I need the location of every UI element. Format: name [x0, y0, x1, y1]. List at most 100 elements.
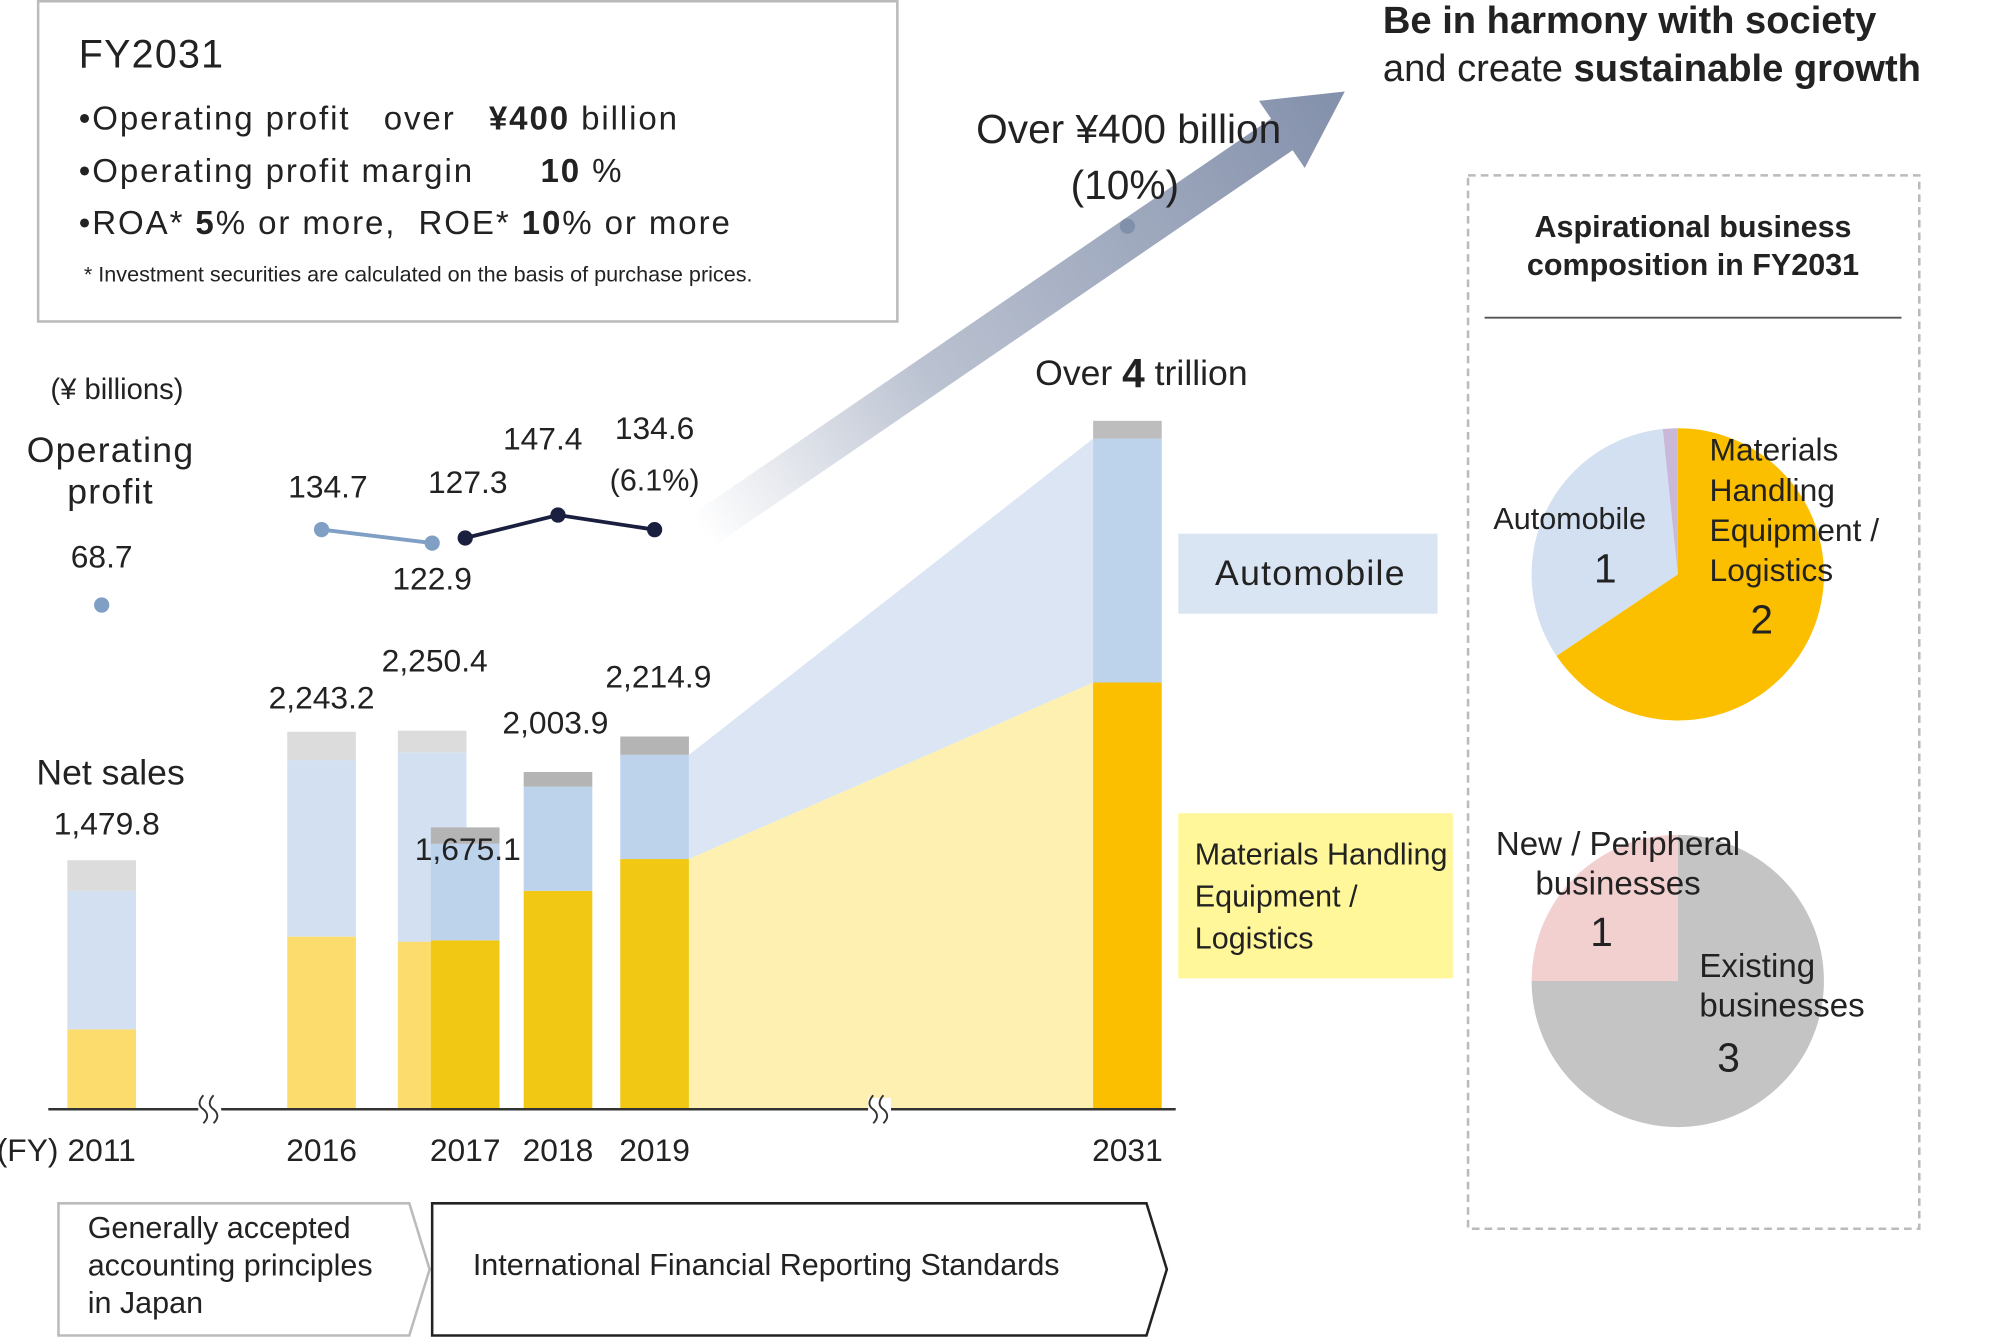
x-tick-label: 2011 [68, 1132, 136, 1168]
x-prefix: (FY) [0, 1132, 58, 1168]
targets-note: * Investment securities are calculated o… [84, 261, 753, 286]
bar-segment [67, 890, 137, 1030]
target-item-part: 5 [195, 205, 215, 242]
jgaap-box [57, 1202, 431, 1337]
line-title: profit [67, 472, 154, 512]
bar-segment [523, 890, 593, 1110]
x-tick-label: 2017 [430, 1132, 501, 1168]
target-item-part: billion [570, 100, 679, 137]
headline-part: Be in harmony with society [1383, 0, 1876, 42]
pie-category: businesses [1699, 987, 1864, 1024]
bar-segment [430, 843, 500, 941]
margin-label: (6.1%) [610, 464, 700, 498]
target-box [36, 0, 899, 323]
target-item: •Operating profit margin 10 % [79, 153, 624, 190]
over-label: Over 4 trillion [1035, 350, 1247, 396]
profit-label: 127.3 [428, 464, 508, 500]
profit-label: 134.7 [288, 468, 368, 504]
pie-slice [1531, 428, 1678, 656]
profit-label: 147.4 [503, 421, 583, 457]
pie-category: Handling [1710, 472, 1835, 508]
bar-segment [287, 760, 356, 937]
automobile-box [1178, 533, 1438, 614]
total-label: 2,214.9 [605, 659, 711, 695]
bar-segment [67, 1029, 137, 1110]
profit-label: 68.7 [71, 539, 133, 575]
bar-segment [287, 936, 356, 1110]
ifrs-label: International Financial Reporting Standa… [473, 1248, 1060, 1282]
bar-segment [67, 860, 137, 891]
bar-segment [523, 772, 593, 787]
pie-value: 1 [1594, 546, 1617, 592]
pie-slice [1531, 834, 1678, 981]
growth-arrow [690, 91, 1345, 547]
bar-segment [523, 786, 593, 891]
target-item-part: •ROA* [79, 205, 196, 242]
mhe-box [1178, 813, 1453, 979]
profit-point [313, 521, 330, 538]
total-label: 2,003.9 [502, 704, 608, 740]
over-number: 4 [1122, 350, 1145, 396]
legend-automobile: Automobile [1215, 553, 1406, 593]
profit-label: 122.9 [392, 561, 472, 597]
total-label: 1,479.8 [54, 805, 160, 841]
profit-line [321, 527, 433, 545]
target-point [1119, 218, 1136, 234]
pie-category: Materials [1710, 432, 1839, 468]
target-item-part: •Operating profit margin [79, 153, 541, 190]
target-item-part: % or more, ROE* [216, 205, 522, 242]
profit-label: 134.6 [615, 410, 695, 446]
total-label: 1,675.1 [415, 831, 521, 867]
headline: Be in harmony with society [1383, 0, 1876, 42]
x-tick-label: 2018 [523, 1132, 594, 1168]
unit-label: (¥ billions) [50, 374, 183, 406]
over-prefix: Over [1035, 354, 1122, 394]
pie-category: Existing [1699, 948, 1815, 985]
profit-point [424, 535, 440, 551]
targets-title: FY2031 [79, 33, 225, 77]
jgaap-label: in Japan [88, 1286, 203, 1320]
legend-mhe: Equipment / [1195, 879, 1358, 913]
target-item-part: 10 [541, 153, 582, 190]
pie-category: Automobile [1493, 502, 1646, 536]
legend-mhe: Logistics [1195, 921, 1314, 955]
axis-break [198, 1094, 892, 1124]
headline: and create sustainable growth [1383, 47, 1921, 90]
target-item-part: % [581, 153, 623, 190]
composition-box [1466, 174, 1921, 1230]
bar-segment [620, 736, 689, 755]
target-item: •ROA* 5% or more, ROE* 10% or more [79, 205, 732, 242]
bar-segment [430, 940, 500, 1110]
bar-segment [1093, 682, 1162, 1110]
bar-segment [397, 730, 467, 753]
bar-segment [620, 859, 689, 1110]
pie-value: 1 [1590, 909, 1613, 955]
pie-slice [1556, 428, 1824, 721]
bar-segment [1093, 420, 1162, 439]
target-item-part: % or more [562, 205, 732, 242]
target-item: •Operating profit over ¥400 billion [79, 100, 679, 137]
bar-segment [1093, 438, 1162, 683]
pie-title: composition in FY2031 [1527, 248, 1859, 282]
bar-layer [67, 420, 1162, 1110]
target-note: (10%) [1071, 162, 1179, 208]
total-label: 2,250.4 [382, 643, 488, 679]
jgaap-label: Generally accepted [88, 1211, 351, 1245]
over-suffix: trillion [1145, 354, 1248, 394]
target-item-part: 10 [522, 205, 563, 242]
headline-part: sustainable growth [1574, 47, 1921, 90]
pie-value: 2 [1750, 596, 1773, 642]
legend-mhe: Materials Handling [1195, 837, 1448, 871]
target-label: Over ¥400 billion [976, 106, 1281, 152]
bar-segment [430, 827, 500, 844]
pie-slice [1662, 428, 1678, 575]
growth-area-auto [688, 438, 1094, 860]
pie-category: New / Peripheral [1496, 826, 1740, 863]
profit-point [457, 530, 473, 546]
x-tick-label: 2016 [286, 1132, 357, 1168]
profit-point [550, 507, 566, 523]
target-item-part: •Operating profit over [79, 100, 489, 137]
profit-point [646, 522, 663, 538]
